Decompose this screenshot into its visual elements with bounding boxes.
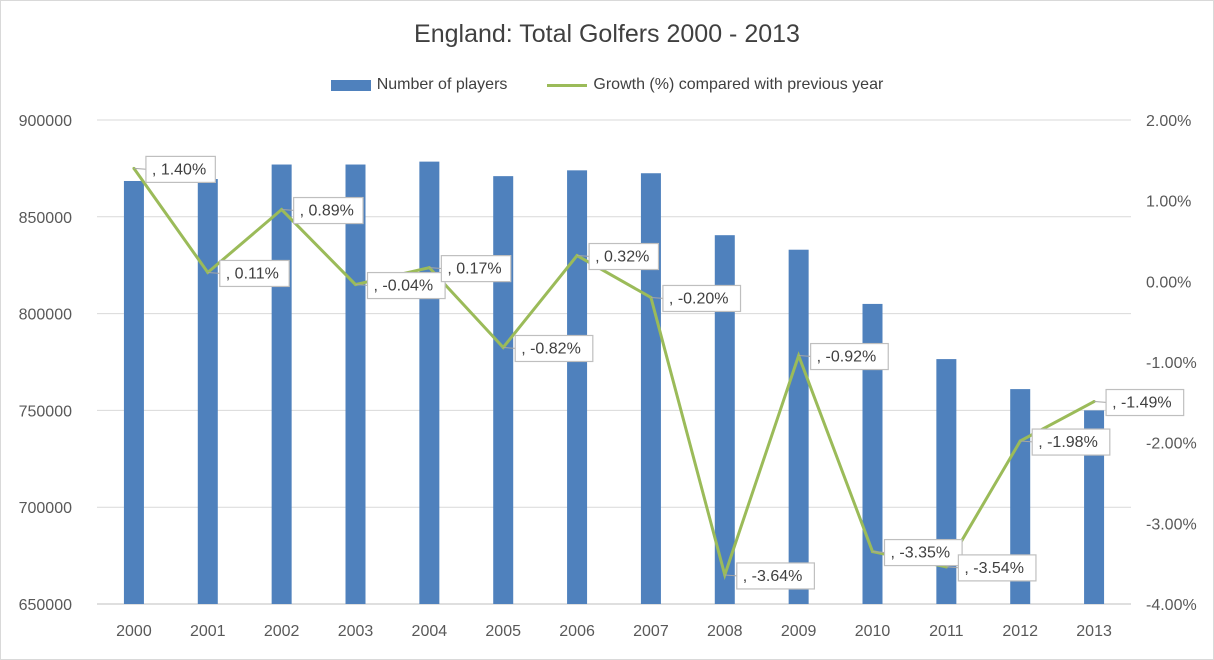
y-left-tick-label: 850000 [19,210,72,227]
legend-label-players: Number of players [376,76,508,93]
bar [123,180,144,604]
x-tick-label: 2008 [707,623,743,640]
bar [1010,389,1031,604]
x-tick-label: 2001 [190,623,226,640]
data-label: , 0.32% [595,249,649,266]
x-tick-label: 2013 [1076,623,1112,640]
y-left-tick-label: 650000 [19,597,72,614]
data-label: , -0.04% [374,278,434,295]
data-label-box [810,342,889,371]
x-tick-label: 2000 [116,623,152,640]
y-left-tick-label: 700000 [19,500,72,517]
x-tick-label: 2005 [485,623,521,640]
data-label-box [145,155,216,183]
data-label-box [514,334,594,363]
data-label-box [883,538,963,567]
y-right-tick-label: 2.00% [1146,113,1191,130]
data-label-box [293,196,364,225]
data-label-box [957,554,1037,582]
y-left-tick-label: 750000 [19,403,72,420]
data-label-box [440,255,512,283]
x-tick-label: 2003 [338,623,374,640]
bar [345,164,366,604]
data-label-box [662,284,742,313]
x-tick-label: 2010 [855,623,891,640]
legend-label-growth: Growth (%) compared with previous year [593,76,884,93]
data-label-box [1031,428,1111,456]
bar [493,176,514,605]
data-label: , -3.35% [891,545,951,562]
legend-item-players: Number of players [330,76,508,94]
bar [197,179,218,604]
legend-swatch-line [547,83,588,87]
bar [271,164,292,604]
data-label: , -0.92% [817,349,877,366]
y-right-tick-label: -1.00% [1146,355,1197,372]
data-label-box [588,242,660,271]
data-label: , -3.54% [964,560,1024,577]
data-label: , 0.17% [447,261,501,278]
data-label-box [219,259,290,288]
data-label: , 0.11% [226,265,279,282]
y-right-tick-label: 0.00% [1146,274,1191,291]
y-left-tick-label: 900000 [19,113,72,130]
data-label-box [1105,388,1185,417]
data-label-box [736,562,815,590]
y-right-tick-label: -3.00% [1146,516,1197,533]
data-label-box [366,271,446,300]
bar [1084,410,1105,604]
data-label: , -0.82% [521,340,581,357]
y-right-tick-label: -2.00% [1146,436,1197,453]
data-label: , -1.98% [1038,434,1098,451]
legend-item-growth: Growth (%) compared with previous year [547,76,883,94]
bar [567,170,588,604]
x-tick-label: 2012 [1002,623,1038,640]
x-tick-label: 2006 [559,623,595,640]
data-label: , 1.40% [152,161,206,178]
data-label: , 0.89% [300,203,354,220]
x-tick-label: 2009 [781,623,817,640]
y-right-tick-label: -4.00% [1146,597,1197,614]
bar [640,173,661,605]
data-label: , -0.20% [669,290,729,307]
bar [419,161,440,604]
x-tick-label: 2011 [929,623,964,640]
y-right-tick-label: 1.00% [1146,194,1191,211]
bar [788,249,809,604]
chart-title: England: Total Golfers 2000 - 2013 [414,20,800,48]
y-left-tick-label: 800000 [19,307,72,324]
chart-legend: Number of players Growth (%) compared wi… [0,76,1214,94]
x-tick-label: 2007 [633,623,669,640]
x-tick-label: 2004 [412,623,448,640]
bar [862,303,883,604]
data-label: , -1.49% [1112,395,1172,412]
x-tick-label: 2002 [264,623,300,640]
bar [714,235,735,604]
data-label: , -3.64% [743,568,803,585]
legend-swatch-bar [330,79,371,91]
